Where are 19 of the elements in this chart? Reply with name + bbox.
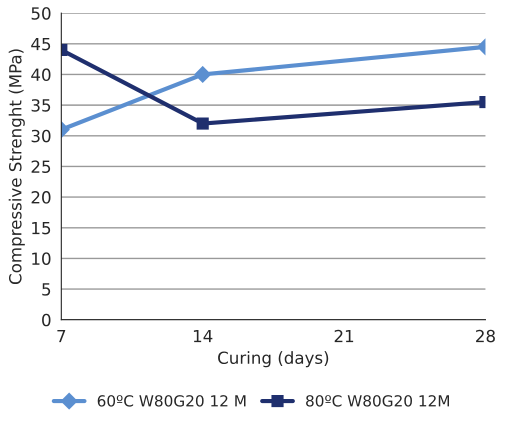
- y-tick-label: 30: [32, 130, 50, 142]
- y-tick-label: 20: [32, 191, 50, 204]
- y-tick-label: 35: [32, 99, 50, 112]
- y-tick-label: 5: [42, 283, 50, 296]
- x-tick-label: 28: [476, 330, 495, 342]
- y-tick-label: 15: [32, 222, 50, 234]
- y-tick-label: 0: [42, 314, 50, 326]
- y-tick-label: 25: [32, 160, 50, 174]
- x-tick-label: 21: [334, 330, 354, 342]
- legend-label: 80ºC W80G20 12M: [306, 395, 449, 407]
- legend-label: 60ºC W80G20 12 M: [98, 395, 246, 407]
- x-axis-title: Curing (days): [218, 351, 328, 368]
- y-axis-title: Compressive Strenght (MPa): [8, 49, 25, 284]
- y-tick-label: 40: [31, 68, 50, 82]
- y-tick-label: 10: [32, 252, 50, 265]
- y-tick-label: 50: [32, 7, 50, 20]
- y-tick-label: 45: [31, 38, 50, 50]
- x-tick-label: 7: [57, 330, 66, 342]
- x-tick-label: 14: [194, 330, 212, 342]
